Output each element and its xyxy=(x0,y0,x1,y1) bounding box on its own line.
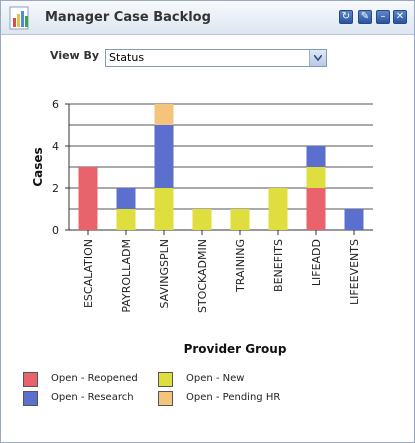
legend-label: Open - Pending HR xyxy=(186,392,281,403)
pagelet-title: Manager Case Backlog xyxy=(45,10,211,25)
x-tick-label: LIFEEVENTS xyxy=(348,239,361,305)
x-axis-title: Provider Group xyxy=(184,342,287,356)
edit-icon: ✎ xyxy=(360,11,370,22)
minimize-button[interactable]: – xyxy=(376,10,390,24)
refresh-icon: ↻ xyxy=(341,11,351,22)
bar-segment xyxy=(306,146,326,167)
bar-segment xyxy=(268,188,288,230)
close-button[interactable]: ✕ xyxy=(393,10,407,24)
edit-button[interactable]: ✎ xyxy=(358,10,372,24)
x-tick-label: LIFEADD xyxy=(310,239,323,286)
x-tick-label: PAYROLLADM xyxy=(120,239,133,313)
legend-swatch xyxy=(158,391,173,406)
view-by-select[interactable]: Status xyxy=(105,49,327,67)
bar-segment xyxy=(154,188,174,230)
bar-segment xyxy=(78,167,98,230)
pagelet-titlebar: Manager Case Backlog ↻ ✎ – ✕ xyxy=(1,1,414,35)
bar-segment xyxy=(154,104,174,125)
legend-label: Open - Research xyxy=(51,392,134,403)
bar-segment xyxy=(306,188,326,230)
legend-swatch xyxy=(23,391,38,406)
view-by-selected-value: Status xyxy=(109,51,145,64)
bar-segment xyxy=(344,209,364,230)
y-axis-title: Cases xyxy=(31,147,45,186)
legend-swatch xyxy=(158,372,173,387)
y-tick-label: 0 xyxy=(52,224,59,237)
x-tick-label: ESCALATION xyxy=(82,239,95,308)
close-icon: ✕ xyxy=(395,11,405,22)
bar-segment xyxy=(192,209,212,230)
bar-segment xyxy=(154,125,174,188)
chevron-down-icon xyxy=(314,55,322,61)
bar-segment xyxy=(116,188,136,209)
bar-segment xyxy=(306,167,326,188)
legend-label: Open - Reopened xyxy=(51,373,138,384)
y-tick-label: 2 xyxy=(52,182,59,195)
x-tick-label: TRAINING xyxy=(234,239,247,293)
y-tick-label: 6 xyxy=(52,98,59,111)
minimize-icon: – xyxy=(380,11,386,22)
view-by-label: View By xyxy=(50,49,100,62)
x-tick-label: STOCKADMIN xyxy=(196,239,209,313)
bar-segment xyxy=(116,209,136,230)
refresh-button[interactable]: ↻ xyxy=(339,10,353,24)
case-backlog-chart: 0 2 4 6 Cases ESCALATION PAYROLLADM SAVINGSPLN S… xyxy=(31,98,373,356)
chart-icon xyxy=(9,6,29,30)
x-tick-label: BENEFITS xyxy=(272,239,285,292)
bar-segment xyxy=(230,209,250,230)
x-tick-label: SAVINGSPLN xyxy=(158,239,171,309)
y-tick-label: 4 xyxy=(52,140,59,153)
legend-label: Open - New xyxy=(186,373,245,384)
dropdown-arrow[interactable] xyxy=(309,50,326,66)
legend-swatch xyxy=(23,372,38,387)
